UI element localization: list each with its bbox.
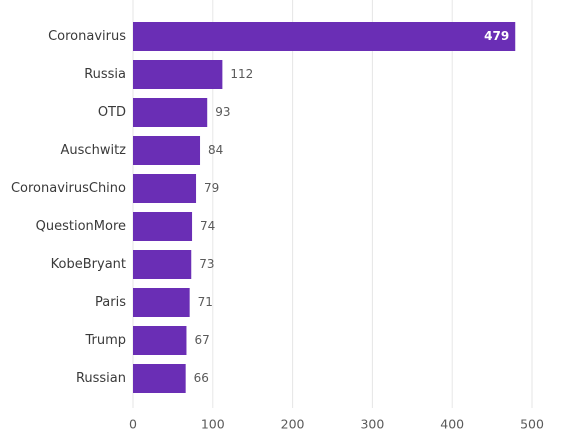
bar[interactable] bbox=[133, 98, 208, 127]
category-label: Russia bbox=[84, 67, 126, 82]
category-label: Paris bbox=[95, 295, 126, 310]
x-tick-label: 200 bbox=[281, 417, 305, 432]
data-label: 66 bbox=[194, 371, 209, 385]
data-label: 71 bbox=[198, 295, 213, 309]
category-label: Russian bbox=[76, 371, 126, 386]
category-label: CoronavirusChino bbox=[11, 181, 126, 196]
x-tick-label: 100 bbox=[201, 417, 225, 432]
bar-layer bbox=[133, 22, 516, 393]
label-layer: Coronavirus 479 Russia 112 OTD 93 Auschwitz 84 C… bbox=[11, 29, 509, 386]
category-label: OTD bbox=[98, 105, 126, 120]
data-label: 74 bbox=[200, 219, 215, 233]
x-tick-label: 400 bbox=[440, 417, 464, 432]
tick-layer: 0 100 200 300 400 500 bbox=[129, 417, 544, 432]
data-label: 73 bbox=[199, 257, 214, 271]
category-label: Trump bbox=[84, 333, 126, 348]
bar[interactable] bbox=[133, 326, 187, 355]
bar[interactable] bbox=[133, 364, 186, 393]
bar[interactable] bbox=[133, 22, 516, 51]
bar[interactable] bbox=[133, 288, 190, 317]
data-label: 93 bbox=[215, 105, 230, 119]
category-label: Auschwitz bbox=[61, 143, 127, 158]
bar[interactable] bbox=[133, 174, 197, 203]
category-label: Coronavirus bbox=[48, 29, 126, 44]
x-tick-label: 500 bbox=[520, 417, 544, 432]
data-label: 67 bbox=[194, 333, 209, 347]
bar[interactable] bbox=[133, 136, 201, 165]
bar[interactable] bbox=[133, 250, 192, 279]
x-tick-label: 0 bbox=[129, 417, 137, 432]
x-tick-label: 300 bbox=[360, 417, 384, 432]
category-label: KobeBryant bbox=[51, 257, 126, 272]
bar[interactable] bbox=[133, 212, 193, 241]
category-label: QuestionMore bbox=[36, 219, 126, 234]
data-label: 84 bbox=[208, 143, 223, 157]
bar[interactable] bbox=[133, 60, 223, 89]
data-label: 79 bbox=[204, 181, 219, 195]
data-label: 112 bbox=[230, 67, 253, 81]
data-label: 479 bbox=[484, 29, 509, 43]
